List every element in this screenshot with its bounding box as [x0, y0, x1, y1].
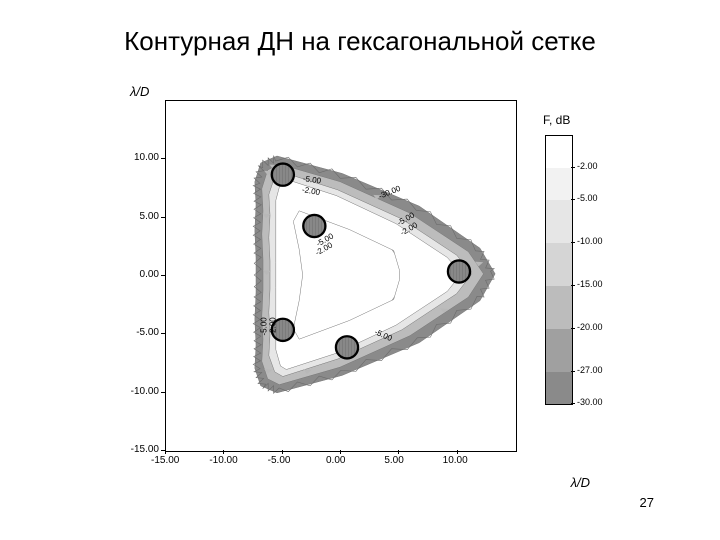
y-tick-label: -10.00: [131, 386, 159, 397]
colorbar-segment: [546, 329, 572, 372]
contour-chart: λ/D λ/D -15.00 -10.00 -5.00 0.00 5.00 10.00 -1…: [105, 80, 630, 500]
contour-value-label: -5.00: [259, 317, 268, 335]
colorbar-tick-label: -30.00: [577, 398, 603, 407]
colorbar: [545, 135, 573, 405]
y-tick-label: 0.00: [140, 269, 159, 280]
colorbar-tick-label: -10.00: [577, 237, 603, 246]
y-tick-label: -5.00: [136, 327, 159, 338]
colorbar-segment: [546, 243, 572, 286]
y-tick-label: -15.00: [131, 444, 159, 455]
x-axis-label: λ/D: [571, 475, 590, 490]
x-tick-label: -10.00: [209, 455, 237, 466]
legend-title: F, dB: [543, 113, 570, 127]
colorbar-segment: [546, 168, 572, 200]
contour-svg: [165, 100, 515, 450]
beam-marker: [336, 336, 358, 358]
contour-value-label: -2.00: [268, 317, 277, 335]
colorbar-segment: [546, 286, 572, 329]
x-tick-label: 0.00: [326, 455, 345, 466]
colorbar-tick-label: -2.00: [577, 162, 598, 171]
x-tick-label: 5.00: [384, 455, 403, 466]
page-number: 27: [640, 495, 654, 510]
colorbar-tick-label: -15.00: [577, 280, 603, 289]
y-tick-label: 10.00: [134, 152, 159, 163]
y-axis-label: λ/D: [130, 84, 149, 99]
colorbar-tick-label: -27.00: [577, 366, 603, 375]
x-tick-label: 10.00: [443, 455, 468, 466]
colorbar-segment: [546, 372, 572, 404]
beam-marker: [448, 260, 470, 282]
x-tick-label: -5.00: [268, 455, 291, 466]
x-tick-label: -15.00: [151, 455, 179, 466]
colorbar-segment: [546, 200, 572, 243]
colorbar-tick-label: -5.00: [577, 194, 598, 203]
colorbar-tick-label: -20.00: [577, 323, 603, 332]
page-title: Контурная ДН на гексагональной сетке: [0, 26, 720, 57]
beam-marker: [272, 164, 294, 186]
beam-marker: [303, 215, 325, 237]
colorbar-segment: [546, 136, 572, 168]
y-tick-label: 5.00: [140, 211, 159, 222]
